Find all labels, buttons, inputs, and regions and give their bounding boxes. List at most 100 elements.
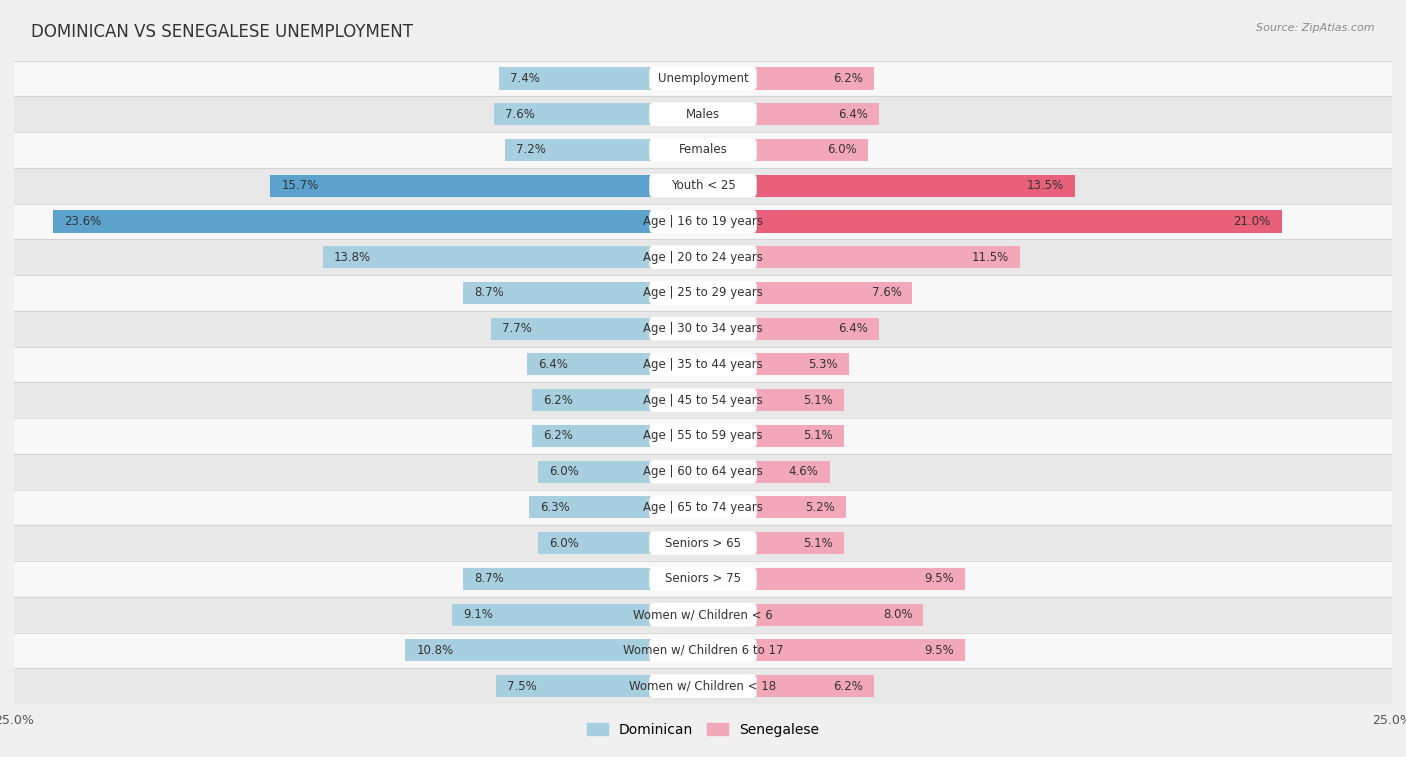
Text: 6.0%: 6.0% [548, 465, 578, 478]
Text: Youth < 25: Youth < 25 [671, 179, 735, 192]
Bar [531, 425, 703, 447]
Text: 6.2%: 6.2% [832, 680, 863, 693]
FancyBboxPatch shape [650, 245, 756, 269]
Text: 15.7%: 15.7% [281, 179, 319, 192]
FancyBboxPatch shape [650, 317, 756, 341]
Bar [703, 460, 830, 483]
Bar [14, 96, 1392, 132]
Text: 6.0%: 6.0% [548, 537, 578, 550]
Text: 8.7%: 8.7% [474, 286, 503, 300]
Bar [463, 568, 703, 590]
Text: 9.5%: 9.5% [924, 572, 953, 585]
FancyBboxPatch shape [650, 353, 756, 376]
Bar [703, 497, 846, 519]
Text: 7.5%: 7.5% [508, 680, 537, 693]
Bar [499, 67, 703, 89]
Text: 7.7%: 7.7% [502, 322, 531, 335]
Text: 7.4%: 7.4% [510, 72, 540, 85]
Text: Age | 60 to 64 years: Age | 60 to 64 years [643, 465, 763, 478]
Text: Females: Females [679, 143, 727, 157]
Bar [14, 204, 1392, 239]
Bar [52, 210, 703, 232]
Bar [14, 453, 1392, 490]
FancyBboxPatch shape [650, 388, 756, 412]
Bar [703, 675, 875, 697]
FancyBboxPatch shape [650, 67, 756, 90]
Bar [494, 103, 703, 125]
Text: Seniors > 65: Seniors > 65 [665, 537, 741, 550]
Bar [14, 382, 1392, 418]
Bar [537, 460, 703, 483]
Text: 13.5%: 13.5% [1026, 179, 1064, 192]
Text: Source: ZipAtlas.com: Source: ZipAtlas.com [1257, 23, 1375, 33]
Bar [14, 275, 1392, 311]
Bar [703, 568, 965, 590]
Text: Age | 45 to 54 years: Age | 45 to 54 years [643, 394, 763, 407]
Bar [14, 132, 1392, 168]
Text: 7.2%: 7.2% [516, 143, 546, 157]
Text: 6.4%: 6.4% [838, 322, 869, 335]
Text: Seniors > 75: Seniors > 75 [665, 572, 741, 585]
Bar [14, 347, 1392, 382]
FancyBboxPatch shape [650, 424, 756, 447]
Text: Age | 30 to 34 years: Age | 30 to 34 years [643, 322, 763, 335]
Text: 7.6%: 7.6% [505, 107, 534, 120]
Text: Age | 25 to 29 years: Age | 25 to 29 years [643, 286, 763, 300]
Text: 9.1%: 9.1% [463, 608, 494, 621]
Bar [14, 311, 1392, 347]
Bar [703, 425, 844, 447]
FancyBboxPatch shape [650, 496, 756, 519]
Text: 21.0%: 21.0% [1233, 215, 1271, 228]
FancyBboxPatch shape [650, 639, 756, 662]
Text: Unemployment: Unemployment [658, 72, 748, 85]
Text: 9.5%: 9.5% [924, 644, 953, 657]
Bar [505, 139, 703, 161]
Text: Women w/ Children 6 to 17: Women w/ Children 6 to 17 [623, 644, 783, 657]
Bar [323, 246, 703, 268]
Text: 10.8%: 10.8% [416, 644, 454, 657]
FancyBboxPatch shape [650, 281, 756, 305]
Bar [14, 633, 1392, 668]
FancyBboxPatch shape [650, 531, 756, 555]
Text: 5.2%: 5.2% [806, 501, 835, 514]
Bar [405, 640, 703, 662]
Bar [703, 532, 844, 554]
Text: Women w/ Children < 6: Women w/ Children < 6 [633, 608, 773, 621]
Bar [703, 139, 869, 161]
Bar [14, 490, 1392, 525]
FancyBboxPatch shape [650, 138, 756, 162]
Bar [703, 318, 879, 340]
Text: Age | 20 to 24 years: Age | 20 to 24 years [643, 251, 763, 263]
Bar [14, 525, 1392, 561]
Text: Women w/ Children < 18: Women w/ Children < 18 [630, 680, 776, 693]
Legend: Dominican, Senegalese: Dominican, Senegalese [582, 717, 824, 742]
FancyBboxPatch shape [650, 674, 756, 698]
Bar [703, 640, 965, 662]
Text: Age | 65 to 74 years: Age | 65 to 74 years [643, 501, 763, 514]
Text: 8.0%: 8.0% [883, 608, 912, 621]
Bar [14, 239, 1392, 275]
Bar [14, 668, 1392, 704]
Bar [496, 675, 703, 697]
Bar [453, 603, 703, 626]
Bar [703, 603, 924, 626]
Text: 6.2%: 6.2% [832, 72, 863, 85]
Bar [530, 497, 703, 519]
Bar [14, 418, 1392, 453]
FancyBboxPatch shape [650, 567, 756, 590]
Text: Age | 16 to 19 years: Age | 16 to 19 years [643, 215, 763, 228]
Bar [703, 389, 844, 411]
Bar [270, 175, 703, 197]
Text: 8.7%: 8.7% [474, 572, 503, 585]
FancyBboxPatch shape [650, 210, 756, 233]
Text: DOMINICAN VS SENEGALESE UNEMPLOYMENT: DOMINICAN VS SENEGALESE UNEMPLOYMENT [31, 23, 413, 41]
Bar [703, 282, 912, 304]
Bar [703, 246, 1019, 268]
FancyBboxPatch shape [650, 102, 756, 126]
Bar [14, 168, 1392, 204]
Text: 6.3%: 6.3% [540, 501, 571, 514]
Text: 5.1%: 5.1% [803, 394, 832, 407]
Text: Age | 55 to 59 years: Age | 55 to 59 years [643, 429, 763, 442]
Text: Age | 35 to 44 years: Age | 35 to 44 years [643, 358, 763, 371]
Bar [537, 532, 703, 554]
